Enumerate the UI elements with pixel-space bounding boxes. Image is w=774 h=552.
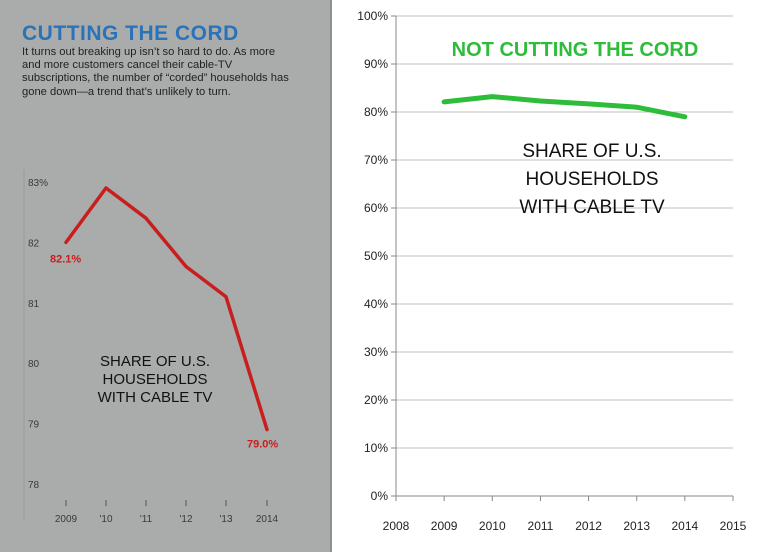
- panel-divider: [330, 0, 332, 552]
- right-annotation-line: WITH CABLE TV: [519, 197, 665, 218]
- right-y-tick-label: 80%: [364, 105, 388, 119]
- left-x-tick-label: '13: [219, 514, 232, 525]
- left-y-tick-label: 81: [28, 299, 40, 310]
- right-y-tick-label: 10%: [364, 441, 388, 455]
- right-x-tick-label: 2008: [383, 519, 410, 533]
- right-y-tick-label: 20%: [364, 393, 388, 407]
- right-y-tick-label: 0%: [371, 489, 389, 503]
- right-chart-panel: 0% 10% 20% 30% 40% 50% 60% 70% 80% 90% 100% 2008 200…: [332, 0, 774, 552]
- right-x-tick-label: 2010: [479, 519, 506, 533]
- right-line-chart: 0% 10% 20% 30% 40% 50% 60% 70% 80% 90% 100% 2008 200…: [357, 9, 747, 533]
- right-chart-title: NOT CUTTING THE CORD: [452, 39, 699, 61]
- left-data-label-first: 82.1%: [50, 253, 81, 265]
- right-x-tick-label: 2012: [575, 519, 602, 533]
- right-annotation-line: HOUSEHOLDS: [525, 169, 658, 190]
- left-annotation-line: SHARE OF U.S.: [100, 353, 210, 370]
- right-y-tick-label: 40%: [364, 297, 388, 311]
- right-y-tick-label: 60%: [364, 201, 388, 215]
- left-y-tick-label: 82: [28, 238, 40, 249]
- right-series-line: [441, 94, 688, 120]
- right-y-tick-label: 90%: [364, 57, 388, 71]
- left-y-tick-label: 79: [28, 420, 40, 431]
- left-y-tick-label: 83%: [28, 178, 48, 189]
- right-y-tick-label: 70%: [364, 153, 388, 167]
- right-x-tick-label: 2013: [623, 519, 650, 533]
- left-x-tick-label: '10: [99, 514, 112, 525]
- right-x-tick-label: 2015: [720, 519, 747, 533]
- left-series-line: [64, 186, 269, 432]
- left-x-tick-label: '12: [179, 514, 192, 525]
- right-x-tick-label: 2014: [672, 519, 699, 533]
- right-x-tick-label: 2009: [431, 519, 458, 533]
- left-x-tick-label: 2009: [55, 514, 78, 525]
- left-y-tick-label: 78: [28, 480, 40, 491]
- right-y-tick-label: 100%: [357, 9, 388, 23]
- left-chart-panel: CUTTING THE CORD It turns out breaking u…: [0, 0, 330, 552]
- left-x-tick-label: '11: [140, 514, 153, 525]
- right-annotation-line: SHARE OF U.S.: [522, 141, 661, 162]
- left-chart-description: It turns out breaking up isn’t so hard t…: [22, 46, 289, 98]
- right-y-tick-label: 50%: [364, 249, 388, 263]
- left-data-label-last: 79.0%: [247, 439, 278, 451]
- left-x-tick-label: 2014: [256, 514, 279, 525]
- left-y-tick-label: 80: [28, 359, 40, 370]
- left-line-chart: 83% 82 81 80 79 78 2009 '10 '11 '12 '13 2014 82.1% 79…: [23, 170, 279, 525]
- right-x-tick-label: 2011: [528, 519, 554, 533]
- left-chart-title: CUTTING THE CORD: [22, 22, 239, 45]
- left-annotation-line: HOUSEHOLDS: [102, 371, 207, 388]
- right-y-tick-label: 30%: [364, 345, 388, 359]
- left-annotation-line: WITH CABLE TV: [98, 389, 213, 406]
